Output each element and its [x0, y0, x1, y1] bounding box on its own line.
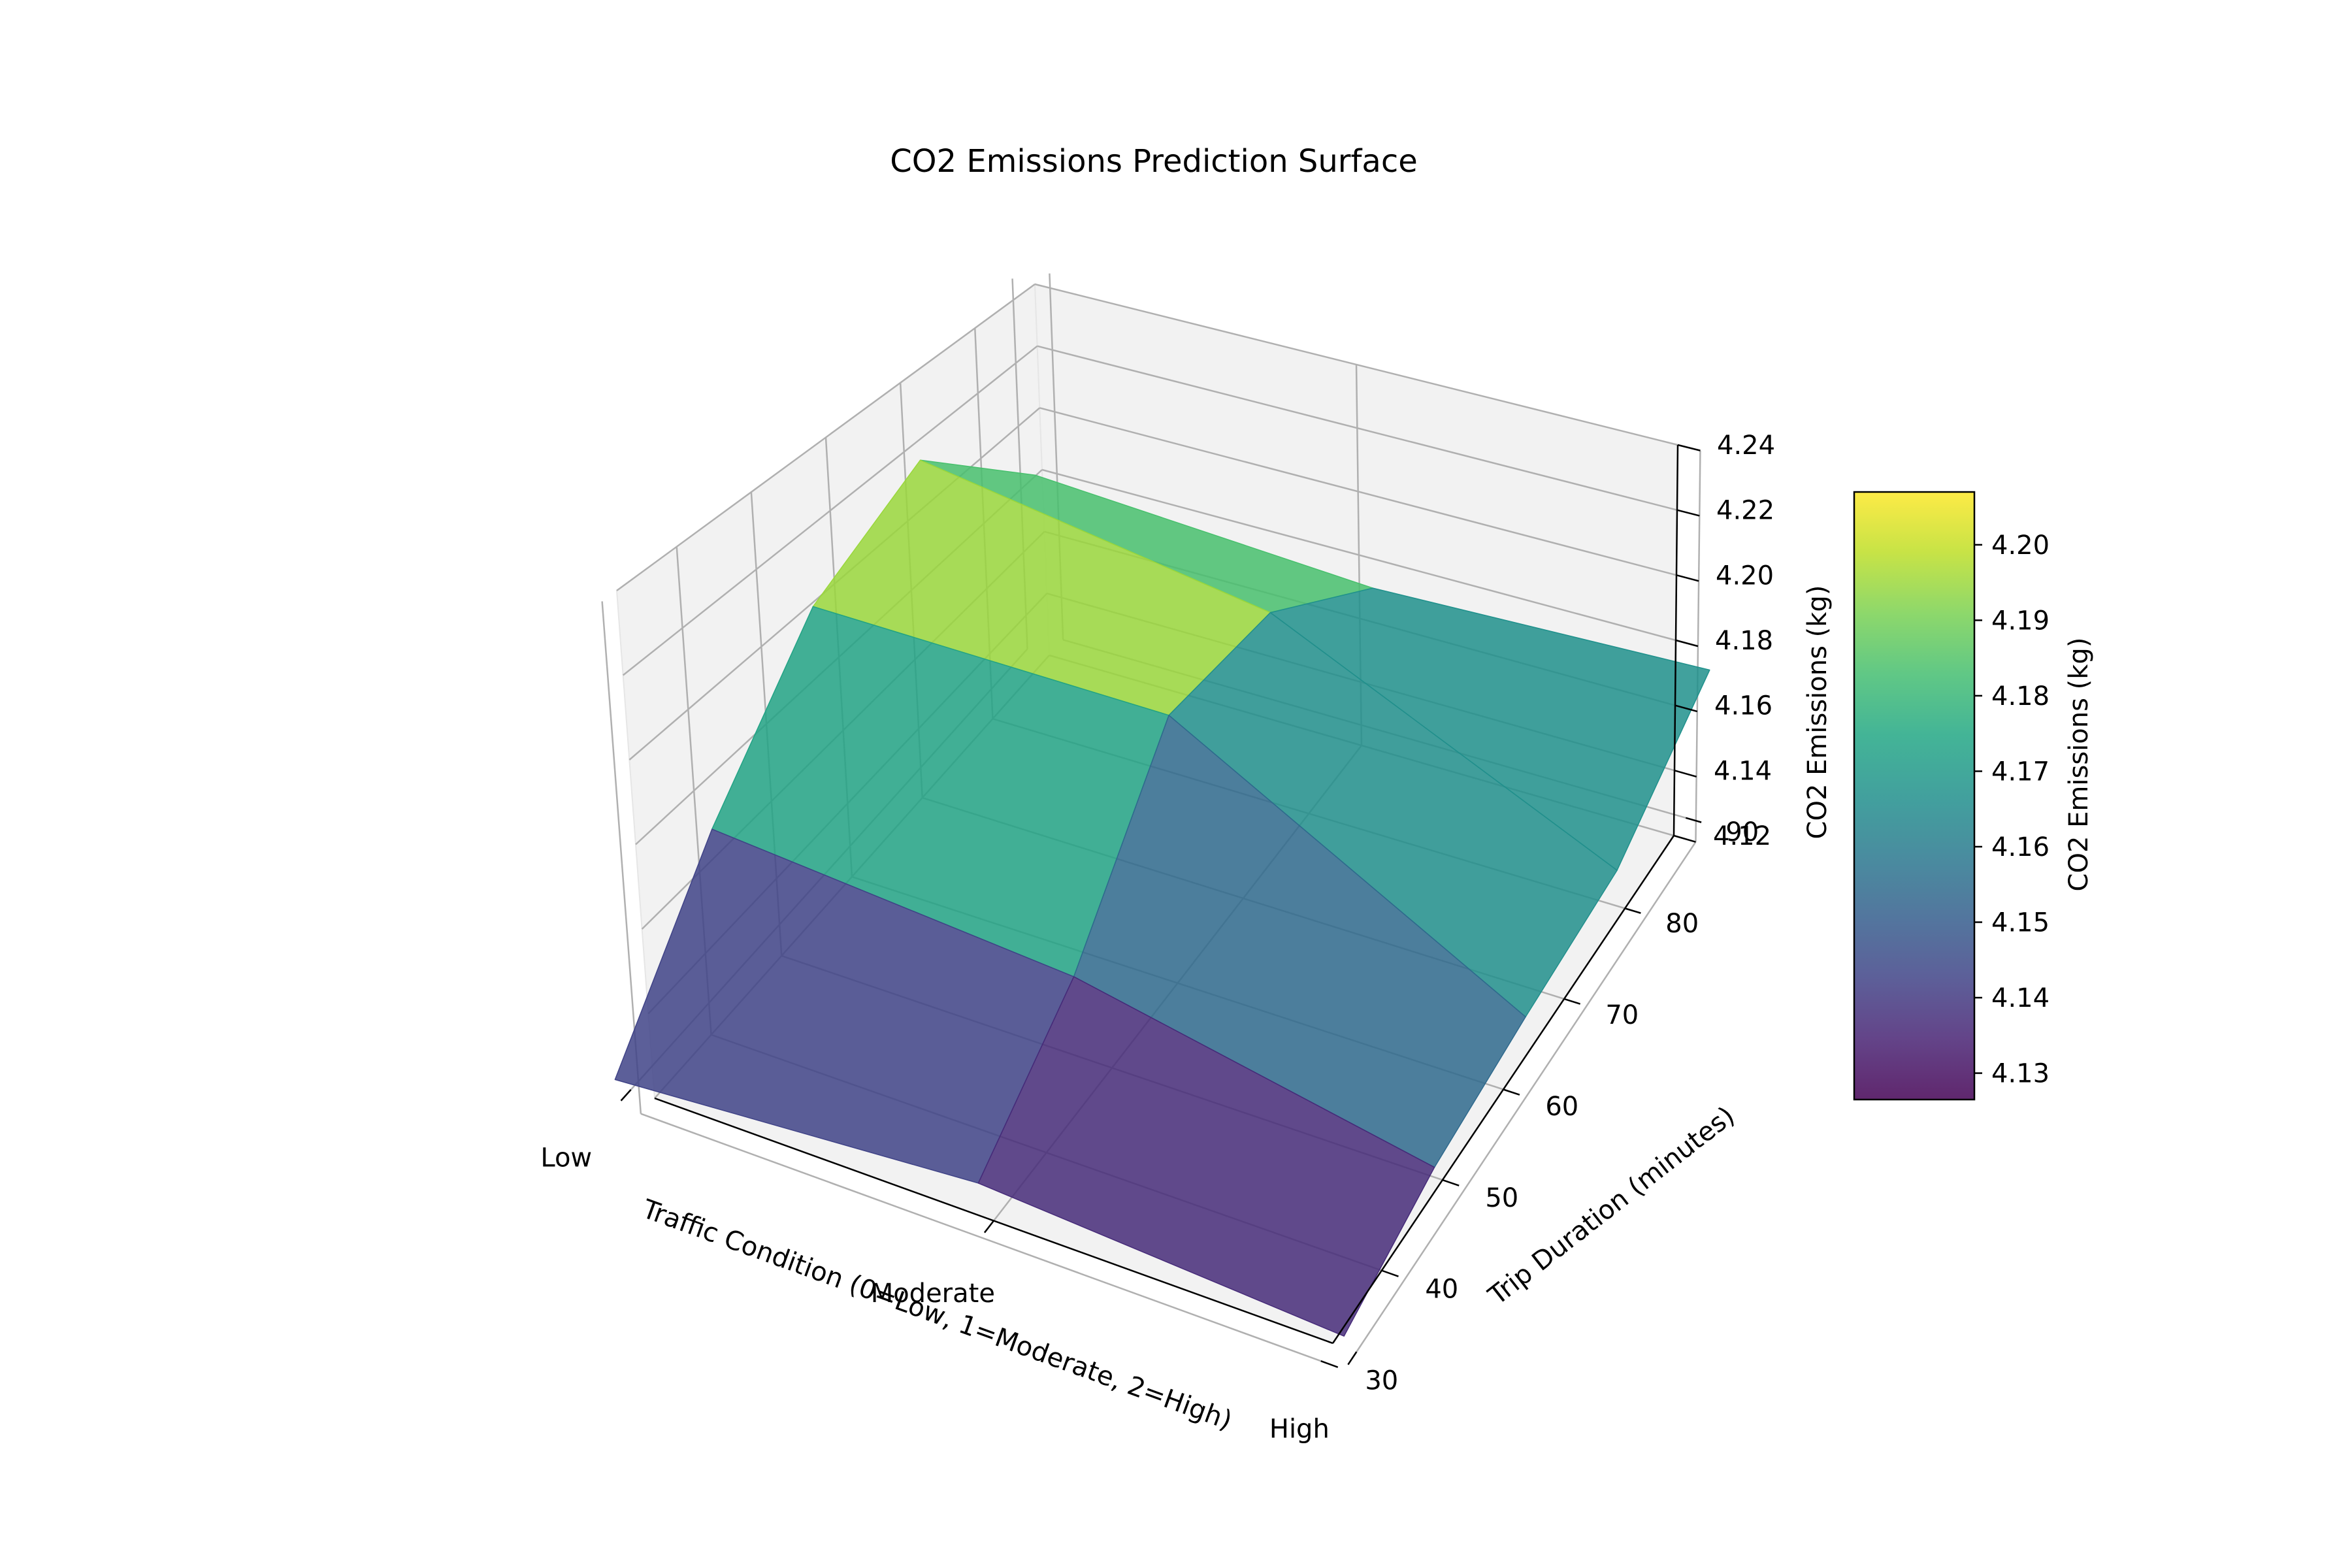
- y-tick-mark-1: [1381, 1269, 1399, 1277]
- x-tick-mark-0: [620, 1089, 632, 1102]
- y-axis-ticks: 30 40 50 60 70 80 90: [1320, 817, 1759, 1396]
- grid-x-floor-2: [1356, 841, 1697, 1352]
- x-tick-mark-1: [983, 1220, 994, 1233]
- y-tick-label-5: 80: [1665, 909, 1699, 939]
- y-tick-mark-4: [1563, 998, 1581, 1005]
- colorbar-tick-label-4: 4.17: [1991, 757, 2050, 787]
- z-tick-mark-1: [1674, 770, 1697, 778]
- z-tick-mark-5: [1676, 509, 1700, 517]
- z-tick-mark-0: [1673, 834, 1696, 843]
- z-tick-mark-3: [1675, 639, 1699, 647]
- y-tick-mark-0: [1320, 1360, 1339, 1368]
- z-tick-label-3: 4.18: [1715, 626, 1773, 656]
- grid-y-floor-0: [640, 1113, 1322, 1362]
- colorbar-tick-label-7: 4.20: [1991, 531, 2050, 561]
- colorbar-tick-label-0: 4.13: [1991, 1059, 2050, 1089]
- y-tick-label-6: 90: [1725, 817, 1759, 847]
- grid-z-side-6: [616, 283, 1036, 592]
- x-tick-mark-2: [1347, 1351, 1358, 1365]
- x-tick-label-0: Low: [540, 1143, 592, 1173]
- z-tick-label-6: 4.24: [1717, 431, 1775, 461]
- colorbar-tick-label-3: 4.16: [1991, 832, 2050, 862]
- z-tick-label-0: 4.12: [1713, 821, 1771, 851]
- z-tick-label-4: 4.20: [1716, 561, 1774, 591]
- z-axis-label: CO2 Emissions (kg): [1803, 585, 1833, 840]
- colorbar-tick-label-2: 4.15: [1991, 908, 2050, 938]
- y-tick-label-0: 30: [1365, 1366, 1398, 1396]
- colorbar-tick-label-1: 4.14: [1991, 983, 2050, 1013]
- colorbar: 4.13 4.14 4.15 4.16 4.17 4.18 4.19 4.20: [1853, 491, 2050, 1101]
- y-tick-label-1: 40: [1425, 1275, 1458, 1305]
- z-tick-mark-4: [1676, 574, 1699, 582]
- z-tick-mark-6: [1677, 444, 1701, 451]
- colorbar-label: CO2 Emissions (kg): [2064, 638, 2094, 892]
- grid-z-back-4: [1039, 407, 1677, 576]
- y-tick-label-2: 50: [1485, 1183, 1518, 1213]
- y-tick-mark-5: [1624, 907, 1641, 914]
- z-tick-label-1: 4.14: [1714, 756, 1772, 786]
- z-tick-mark-2: [1674, 704, 1698, 713]
- y-axis-label: Trip Duration (minutes): [1482, 1101, 1740, 1311]
- colorbar-tick-label-6: 4.19: [1991, 606, 2050, 636]
- z-axis-ticks: 4.12 4.14 4.16 4.18 4.20 4.22 4.24: [1673, 431, 1775, 851]
- grid-z-back-3: [1041, 468, 1676, 642]
- surface-plot: [614, 459, 1710, 1337]
- colorbar-gradient: [1853, 491, 1976, 1101]
- y-tick-mark-2: [1442, 1179, 1460, 1186]
- z-tick-label-2: 4.16: [1714, 691, 1772, 721]
- colorbar-tick-label-5: 4.18: [1991, 681, 2050, 711]
- grid-z-side-5: [622, 345, 1038, 676]
- chart-title: CO2 Emissions Prediction Surface: [890, 143, 1418, 180]
- z-tick-label-5: 4.22: [1716, 496, 1774, 526]
- grid-z-back-6: [1034, 283, 1678, 446]
- x-tick-label-1: Moderate: [871, 1279, 995, 1309]
- y-tick-label-4: 70: [1605, 1000, 1639, 1030]
- x-tick-label-2: High: [1269, 1414, 1330, 1445]
- x-axis-ticks: Low Moderate High: [540, 1089, 1358, 1445]
- surface-face-1-0: [977, 976, 1435, 1337]
- y-tick-mark-3: [1503, 1088, 1520, 1096]
- y-tick-mark-6: [1685, 817, 1702, 823]
- y-tick-label-3: 60: [1545, 1092, 1578, 1122]
- grid-z-back-5: [1037, 345, 1678, 511]
